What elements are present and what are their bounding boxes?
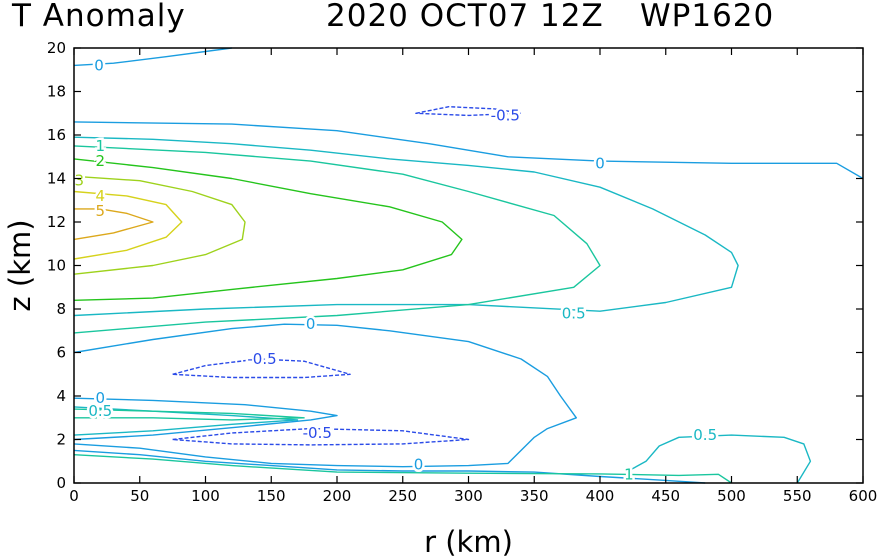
y-tick-label: 8: [56, 300, 66, 318]
x-tick-label: 100: [191, 487, 220, 505]
x-tick-label: 200: [323, 487, 352, 505]
x-tick-label: 50: [130, 487, 149, 505]
x-tick-label: 600: [849, 487, 878, 505]
chart-title-center: 2020 OCT07 12Z: [326, 0, 604, 34]
y-tick-label: 2: [56, 431, 66, 449]
chart-title-right: WP1620: [640, 0, 775, 34]
y-tick-label: 16: [47, 126, 66, 144]
contour-line-13: [73, 190, 183, 260]
y-tick-label: 6: [56, 344, 66, 362]
y-tick-label: 0: [56, 474, 66, 492]
contour-label: 0: [306, 315, 316, 333]
x-axis-label: r (km): [424, 525, 513, 559]
x-tick-label: 150: [257, 487, 286, 505]
contour-line-14: [73, 208, 154, 241]
y-tick-label: 4: [56, 387, 66, 405]
y-tick-label: 10: [47, 257, 66, 275]
contour-line-8: [73, 145, 601, 334]
contour-label: 0: [595, 154, 605, 172]
contour-line-10: [73, 454, 732, 484]
y-tick-label: 20: [47, 39, 66, 57]
x-tick-label: 300: [454, 487, 483, 505]
x-tick-label: 250: [388, 487, 417, 505]
contour-line-16: [171, 358, 351, 379]
x-tick-label: 350: [520, 487, 549, 505]
contour-line-7: [625, 434, 812, 484]
contour-label: 0.5: [693, 426, 717, 444]
contour-label: 0.5: [562, 304, 586, 322]
contour-line-17: [171, 427, 470, 446]
x-tick-label: 450: [651, 487, 680, 505]
contour-label: 1: [96, 137, 106, 155]
contour-line-5: [73, 136, 739, 317]
contour-line-11: [73, 158, 463, 301]
contour-label: -0.5: [247, 350, 276, 368]
contour-line-15: [415, 105, 522, 117]
contour-line-3: [73, 397, 338, 441]
contour-label: 3: [74, 172, 84, 190]
contour-label: 0: [94, 56, 104, 74]
contour-label: 0: [414, 456, 424, 474]
x-tick-label: 400: [586, 487, 615, 505]
x-tick-label: 550: [783, 487, 812, 505]
contour-label: 2: [96, 152, 106, 170]
contour-label: 4: [96, 187, 106, 205]
contour-label: 0.5: [88, 402, 112, 420]
y-tick-label: 18: [47, 83, 66, 101]
chart-title-left: T Anomaly: [12, 0, 186, 34]
y-tick-label: 12: [47, 213, 66, 231]
contour-line-12: [73, 175, 246, 275]
contour-line-9: [73, 408, 305, 421]
contour-line-1: [73, 121, 864, 180]
contour-label: 0: [96, 389, 106, 407]
y-axis-label: z (km): [3, 219, 37, 311]
contour-label: -0.5: [303, 424, 332, 442]
x-tick-label: 0: [69, 487, 79, 505]
contour-label: -0.5: [491, 106, 520, 124]
contour-line-4: [73, 449, 706, 484]
y-tick-label: 14: [47, 170, 66, 188]
contour-label: 1: [624, 465, 634, 483]
contour-line-0: [73, 47, 232, 67]
contour-line-2: [73, 323, 577, 468]
plot-frame: [73, 47, 864, 484]
contour-label: 5: [96, 202, 106, 220]
x-tick-label: 500: [717, 487, 746, 505]
